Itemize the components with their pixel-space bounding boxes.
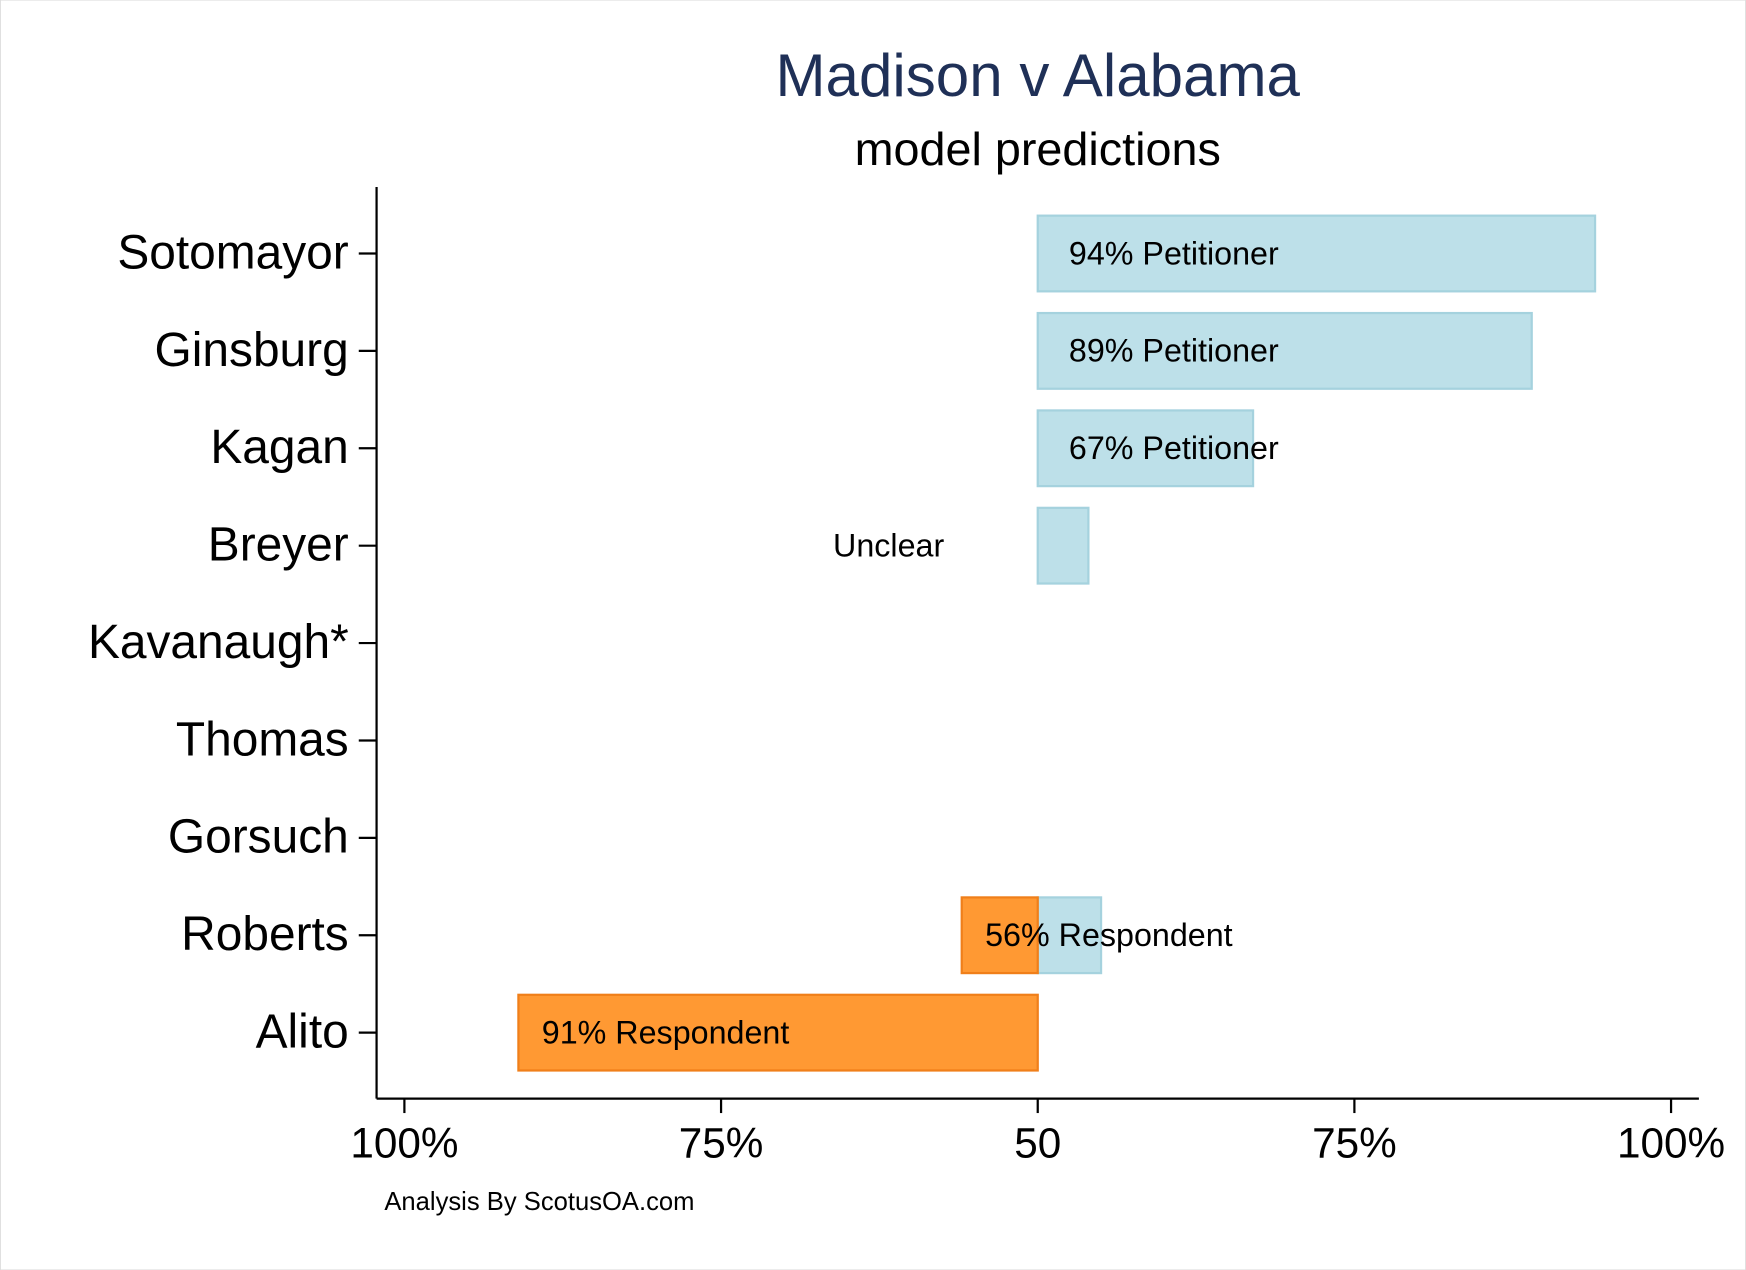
- chart-title: Madison v Alabama: [776, 42, 1301, 109]
- bar-label: 67% Petitioner: [1069, 430, 1279, 466]
- footer: Analysis By ScotusOA.com: [384, 1188, 694, 1216]
- bar-label: Unclear: [833, 527, 944, 563]
- y-tick-label: Breyer: [208, 519, 349, 572]
- bar: [1036, 896, 1103, 975]
- bar: [1036, 311, 1533, 390]
- x-tick-label: 100%: [1617, 1120, 1725, 1167]
- x-tick-label: 50: [1014, 1120, 1061, 1167]
- y-tick-label: Roberts: [181, 908, 349, 961]
- y-tick-label: Alito: [256, 1006, 349, 1059]
- x-tick-label: 75%: [1312, 1120, 1397, 1167]
- bar: [1036, 214, 1597, 293]
- y-tick-label: Kavanaugh*: [88, 616, 349, 669]
- y-tick-label: Sotomayor: [117, 226, 348, 279]
- bar: [1036, 409, 1255, 488]
- bar-label: 56% Respondent: [985, 917, 1233, 953]
- y-tick-label: Ginsburg: [155, 324, 349, 377]
- bar-label: 91% Respondent: [542, 1014, 790, 1050]
- y-tick-label: Gorsuch: [168, 811, 349, 864]
- x-tick-label: 100%: [350, 1120, 458, 1167]
- chart-subtitle: model predictions: [855, 123, 1221, 175]
- bar-label: 94% Petitioner: [1069, 235, 1279, 271]
- y-tick-label: Kagan: [210, 421, 348, 474]
- bar: [517, 993, 1039, 1072]
- x-tick-label: 75%: [679, 1120, 764, 1167]
- bar: [960, 896, 1039, 975]
- bar-label: 89% Petitioner: [1069, 333, 1279, 369]
- bar: [1036, 506, 1090, 585]
- y-tick-label: Thomas: [176, 713, 349, 766]
